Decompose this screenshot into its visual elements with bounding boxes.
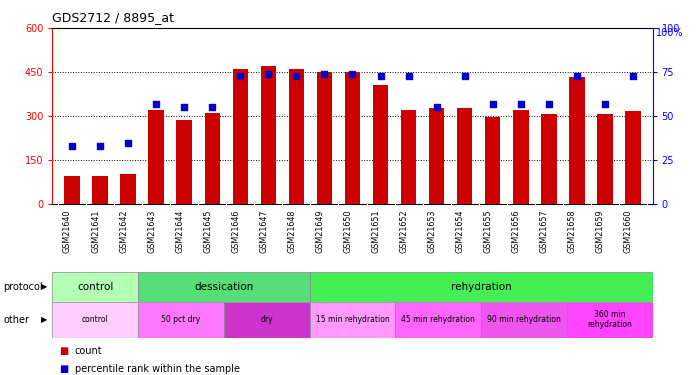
Text: 45 min rehydration: 45 min rehydration: [401, 315, 475, 324]
Bar: [401, 110, 416, 204]
Text: GSM21644: GSM21644: [175, 210, 184, 253]
Bar: [310, 272, 653, 302]
Text: GSM21655: GSM21655: [484, 210, 493, 254]
Text: GSM21658: GSM21658: [568, 210, 577, 253]
Point: [235, 73, 246, 79]
Text: other: other: [3, 315, 29, 325]
Bar: [205, 113, 220, 204]
Text: GSM21649: GSM21649: [315, 210, 325, 253]
Bar: [567, 302, 653, 338]
Point: [515, 101, 526, 107]
Bar: [395, 302, 481, 338]
Text: dessication: dessication: [194, 282, 253, 292]
Text: 90 min rehydration: 90 min rehydration: [487, 315, 561, 324]
Bar: [177, 120, 192, 204]
Text: GSM21656: GSM21656: [512, 210, 521, 253]
Text: 50 pct dry: 50 pct dry: [161, 315, 200, 324]
Bar: [373, 84, 388, 204]
Bar: [485, 117, 500, 204]
Point: [179, 104, 190, 110]
Bar: [149, 110, 164, 204]
Text: GSM21651: GSM21651: [371, 210, 380, 253]
Bar: [52, 302, 138, 338]
Bar: [52, 272, 138, 302]
Text: GSM21641: GSM21641: [91, 210, 100, 253]
Point: [291, 73, 302, 79]
Bar: [513, 110, 528, 204]
Bar: [345, 72, 360, 204]
Bar: [138, 302, 224, 338]
Point: [262, 71, 274, 77]
Point: [66, 143, 77, 149]
Text: ■: ■: [59, 364, 68, 374]
Point: [347, 71, 358, 77]
Bar: [289, 69, 304, 204]
Bar: [64, 176, 80, 204]
Text: count: count: [75, 346, 103, 355]
Point: [94, 143, 105, 149]
Bar: [138, 272, 310, 302]
Text: GSM21645: GSM21645: [203, 210, 212, 253]
Bar: [260, 66, 276, 204]
Point: [403, 73, 414, 79]
Text: GSM21652: GSM21652: [399, 210, 408, 254]
Text: ▶: ▶: [40, 315, 47, 324]
Text: GSM21653: GSM21653: [428, 210, 437, 253]
Bar: [310, 302, 395, 338]
Point: [600, 101, 611, 107]
Point: [571, 73, 582, 79]
Text: GSM21654: GSM21654: [456, 210, 465, 253]
Bar: [429, 108, 445, 204]
Text: control: control: [77, 282, 113, 292]
Text: rehydration: rehydration: [451, 282, 512, 292]
Point: [319, 71, 330, 77]
Text: ▶: ▶: [40, 282, 47, 291]
Point: [151, 101, 162, 107]
Text: percentile rank within the sample: percentile rank within the sample: [75, 364, 239, 374]
Bar: [92, 176, 107, 204]
Text: 100%: 100%: [656, 28, 683, 38]
Text: GSM21659: GSM21659: [596, 210, 605, 254]
Bar: [625, 111, 641, 204]
Bar: [317, 72, 332, 204]
Text: GSM21642: GSM21642: [119, 210, 128, 253]
Text: control: control: [82, 315, 109, 324]
Text: GDS2712 / 8895_at: GDS2712 / 8895_at: [52, 11, 174, 24]
Bar: [597, 114, 613, 204]
Text: ■: ■: [59, 346, 68, 355]
Bar: [481, 302, 567, 338]
Text: 360 min
rehydration: 360 min rehydration: [587, 310, 632, 329]
Text: protocol: protocol: [3, 282, 43, 292]
Text: GSM21646: GSM21646: [231, 210, 240, 253]
Point: [375, 73, 386, 79]
Text: GSM21657: GSM21657: [540, 210, 549, 254]
Bar: [224, 302, 310, 338]
Point: [431, 104, 443, 110]
Text: GSM21647: GSM21647: [260, 210, 268, 253]
Point: [628, 73, 639, 79]
Bar: [569, 78, 585, 204]
Point: [543, 101, 554, 107]
Point: [123, 140, 134, 146]
Text: GSM21648: GSM21648: [288, 210, 297, 253]
Bar: [541, 114, 556, 204]
Text: dry: dry: [260, 315, 273, 324]
Text: GSM21650: GSM21650: [343, 210, 352, 253]
Point: [487, 101, 498, 107]
Bar: [232, 69, 248, 204]
Text: GSM21660: GSM21660: [624, 210, 633, 253]
Bar: [120, 174, 136, 204]
Text: GSM21640: GSM21640: [63, 210, 72, 253]
Point: [459, 73, 470, 79]
Text: 15 min rehydration: 15 min rehydration: [315, 315, 389, 324]
Point: [207, 104, 218, 110]
Bar: [457, 108, 473, 204]
Text: GSM21643: GSM21643: [147, 210, 156, 253]
